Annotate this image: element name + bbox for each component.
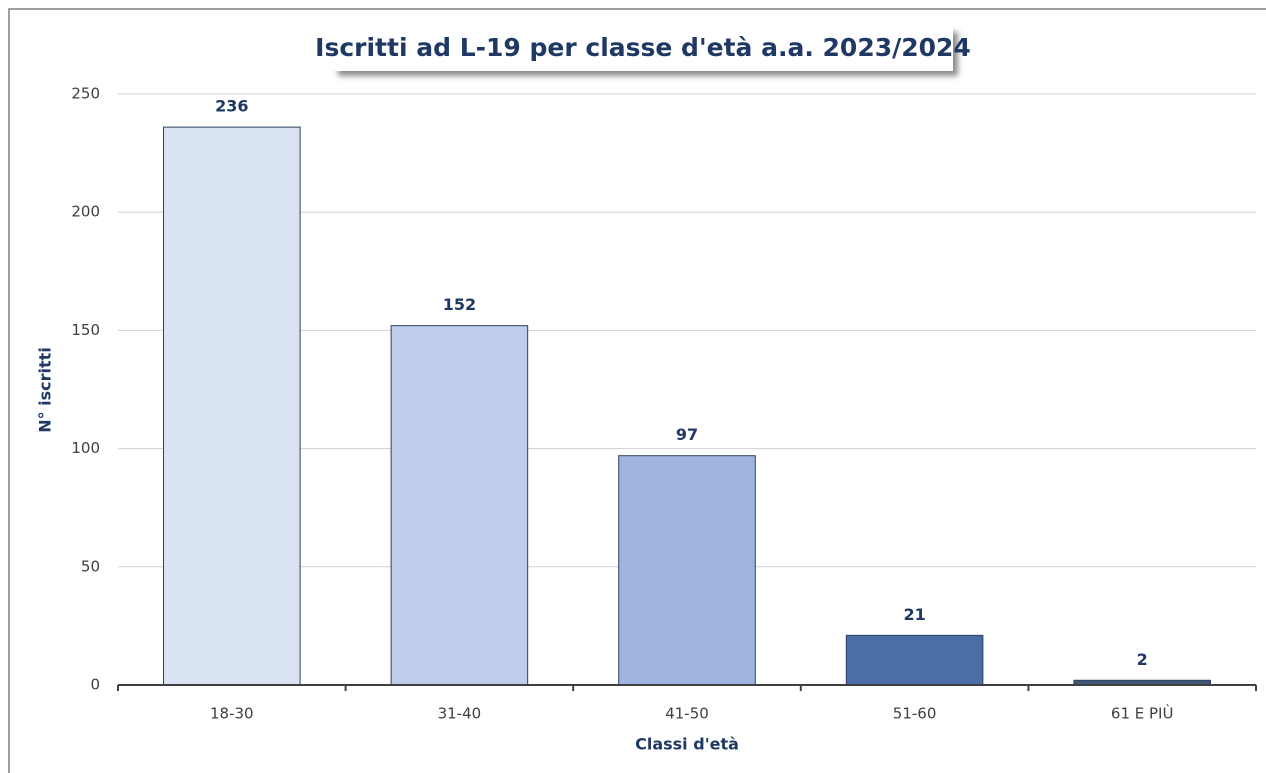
data-label: 2 bbox=[1137, 650, 1148, 669]
y-axis-label: N° iscritti bbox=[36, 347, 55, 433]
y-tick-label: 50 bbox=[81, 557, 100, 575]
data-label: 152 bbox=[443, 295, 476, 314]
data-label: 97 bbox=[676, 425, 698, 444]
x-tick-label: 41-50 bbox=[665, 705, 709, 723]
y-tick-label: 250 bbox=[71, 85, 100, 103]
bar bbox=[390, 325, 529, 686]
bar bbox=[163, 126, 301, 686]
y-tick-label: 200 bbox=[71, 203, 100, 221]
x-tick-label: 31-40 bbox=[438, 705, 482, 723]
y-tick-label: 150 bbox=[71, 321, 100, 339]
data-label: 21 bbox=[903, 605, 925, 624]
x-axis-label: Classi d'età bbox=[635, 735, 739, 754]
chart-title: Iscritti ad L-19 per classe d'età a.a. 2… bbox=[315, 33, 971, 62]
x-tick-label: 51-60 bbox=[893, 705, 937, 723]
y-tick-label: 100 bbox=[71, 439, 100, 457]
x-tick-label: 18-30 bbox=[210, 705, 254, 723]
bar bbox=[845, 634, 984, 686]
x-tick-label: 61 E PIÙ bbox=[1111, 704, 1174, 723]
bar bbox=[618, 455, 756, 686]
title-box bbox=[333, 27, 953, 71]
data-label: 236 bbox=[215, 97, 248, 116]
chart-frame bbox=[8, 8, 1266, 773]
y-tick-label: 0 bbox=[90, 676, 100, 694]
